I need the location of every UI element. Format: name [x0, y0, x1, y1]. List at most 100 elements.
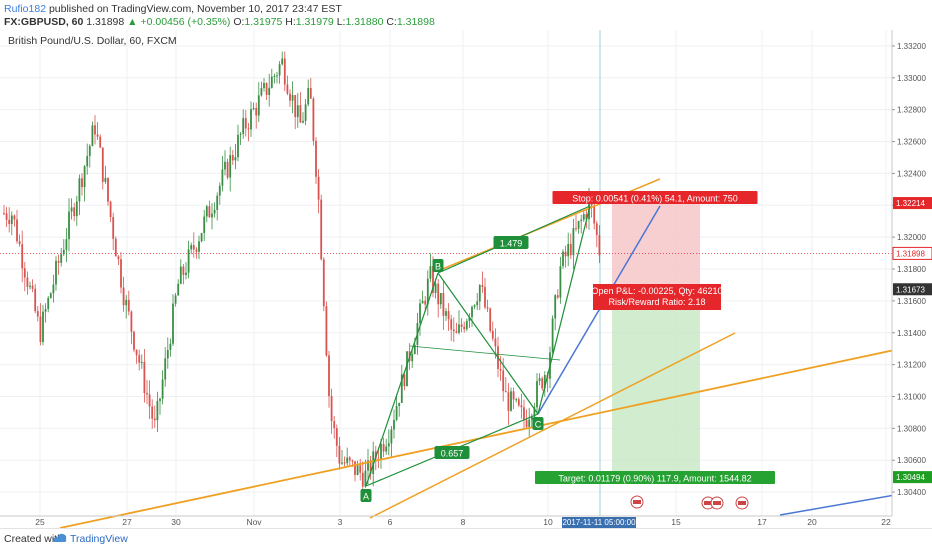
time-tick-label: 30 — [171, 517, 181, 527]
price-tag-bg — [893, 197, 932, 210]
candle-body — [151, 406, 154, 419]
candle-body — [192, 245, 195, 250]
candle-body — [367, 460, 369, 471]
price-tag-bg — [893, 471, 932, 484]
candle-body — [348, 457, 351, 461]
candle-body — [224, 161, 226, 170]
candle-body — [530, 416, 533, 420]
high-label: H: — [285, 16, 296, 28]
candle-body — [26, 277, 29, 287]
ratio-label: 0.657 — [441, 449, 464, 459]
candle-body — [494, 338, 497, 347]
candle-body — [359, 465, 362, 473]
stop-zone — [612, 203, 700, 290]
candle-body — [21, 244, 24, 269]
candle-body — [44, 309, 47, 312]
candle-body — [247, 128, 250, 130]
footer-bar: Created with TradingView — [0, 528, 932, 551]
pattern-point-a: A — [363, 492, 369, 502]
price-tag-bg — [893, 283, 932, 296]
pattern-leg-inner — [409, 345, 561, 361]
time-tick-label: 6 — [388, 517, 393, 527]
price-chart[interactable]: A B C 1.479 0.657 Stop: 0.00541 (0.41%) 54.1,… — [0, 30, 932, 529]
candle-body — [346, 457, 349, 464]
price-axis-bg — [892, 30, 932, 528]
stop-label: Stop: 0.00541 (0.41%) 54.1, Amount: 750 — [572, 194, 738, 204]
candle-body — [10, 215, 13, 224]
candle-body — [517, 399, 520, 406]
candle-body — [489, 308, 492, 331]
price-tick-label: 1.33000 — [897, 74, 926, 83]
candle-body — [75, 201, 78, 217]
candle-body — [135, 349, 138, 356]
candle-body — [333, 421, 336, 429]
candle-body — [450, 319, 453, 330]
candle-body — [562, 251, 564, 267]
candle-body — [182, 266, 185, 275]
candle-body — [572, 228, 575, 256]
candle-body — [585, 214, 588, 220]
candle-body — [273, 75, 276, 77]
change-value: ▲ +0.00456 (+0.35%) — [127, 16, 231, 28]
candle-body — [179, 266, 182, 284]
candle-body — [426, 278, 429, 305]
candle-body — [328, 355, 330, 397]
candle-body — [117, 256, 120, 260]
candle-body — [312, 98, 315, 141]
tradingview-brand[interactable]: TradingView — [70, 533, 128, 545]
candle-body — [564, 251, 567, 257]
candle-body — [112, 217, 115, 239]
symbol-label: FX:GBPUSD, 60 — [4, 16, 84, 28]
candle-body — [595, 223, 598, 236]
candle-body — [203, 216, 206, 234]
candle-body — [130, 311, 133, 332]
candle-body — [364, 470, 367, 487]
candle-body — [432, 266, 434, 293]
candle-body — [343, 462, 346, 464]
time-tick-label: 27 — [122, 517, 132, 527]
candle-body — [341, 462, 343, 464]
chart-area[interactable]: A B C 1.479 0.657 Stop: 0.00541 (0.41%) 54.1,… — [0, 30, 932, 529]
candle-body — [57, 260, 60, 263]
candle-body — [551, 318, 554, 353]
candle-body — [109, 201, 112, 218]
candle-body — [140, 361, 143, 363]
candle-body — [83, 166, 86, 188]
last-price: 1.31898 — [86, 16, 125, 28]
candle-body — [268, 87, 271, 95]
candle-body — [434, 283, 437, 293]
candle-body — [120, 259, 122, 288]
candle-body — [294, 95, 297, 118]
candle-body — [81, 178, 83, 188]
candle-body — [320, 199, 323, 260]
candle-body — [29, 285, 31, 287]
price-tag-label: 1.31898 — [896, 249, 925, 258]
open-label: O: — [233, 16, 245, 28]
candle-body — [569, 244, 572, 256]
candle-body — [491, 330, 494, 339]
candle-body — [91, 125, 94, 146]
price-tick-label: 1.30400 — [897, 488, 926, 497]
trendline-long — [59, 341, 932, 529]
candle-body — [23, 268, 26, 278]
time-tick-label: Nov — [246, 517, 262, 527]
candle-body — [473, 305, 476, 307]
time-tick-label: 15 — [671, 517, 681, 527]
pattern-leg — [437, 272, 539, 415]
candle-body — [281, 58, 284, 65]
candle-body — [307, 88, 310, 105]
candle-body — [437, 283, 440, 305]
candle-body — [512, 391, 515, 400]
candle-body — [133, 331, 135, 350]
candle-body — [68, 211, 70, 240]
price-tick-label: 1.32600 — [897, 138, 926, 147]
candle-body — [338, 445, 341, 464]
candle-body — [304, 104, 307, 121]
author-link[interactable]: Rufio182 — [4, 3, 47, 15]
price-tag-label: 1.32214 — [896, 199, 925, 208]
candle-body — [70, 207, 73, 212]
tradingview-logo-icon[interactable] — [52, 532, 68, 544]
candle-body — [424, 300, 427, 305]
position-zones — [0, 30, 892, 516]
price-tag-label: 1.30494 — [896, 473, 925, 482]
